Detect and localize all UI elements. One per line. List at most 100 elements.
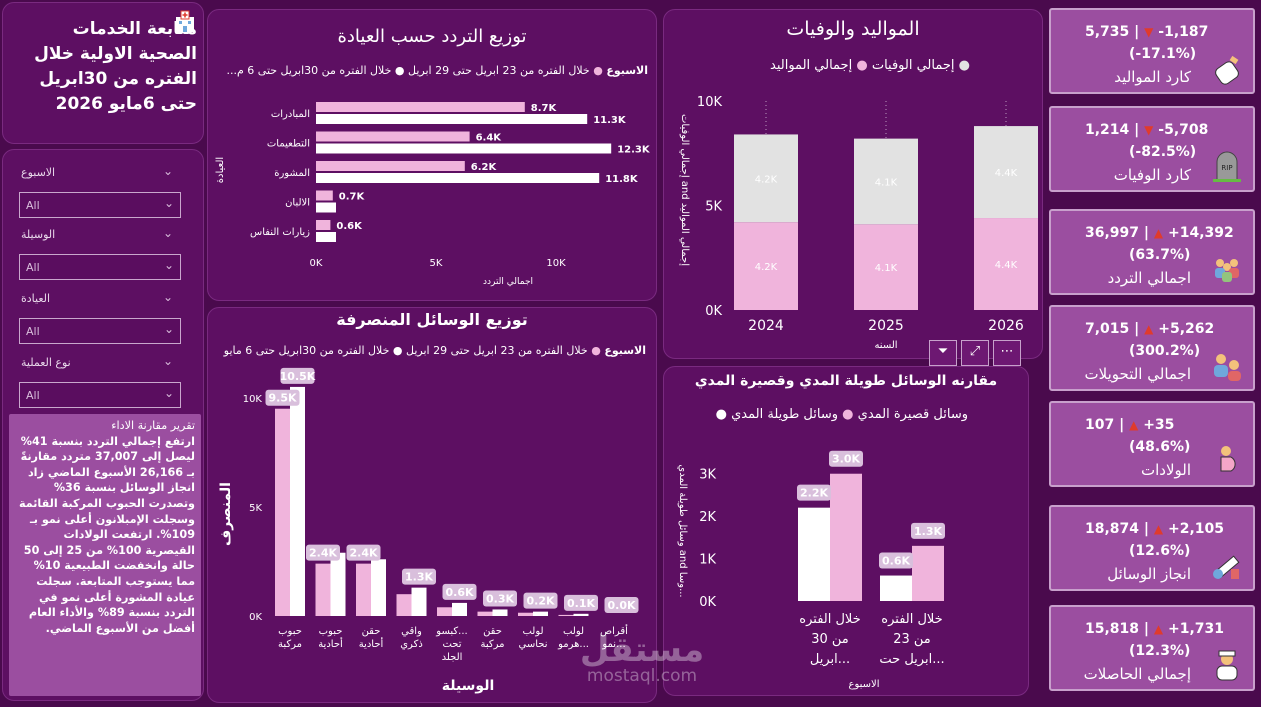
kpi-card: 1,214 | ▼ -5,708 (-82.5%) كارد الوفيات RIP bbox=[1049, 106, 1255, 192]
x-tick-label: نحاسي bbox=[519, 639, 548, 650]
x-tick-label: ابريل حت... bbox=[879, 652, 944, 667]
kpi-percent: (12.6%) bbox=[1129, 543, 1191, 559]
kpi-title: كارد المواليد bbox=[1114, 68, 1191, 86]
x-tick-label: 5K bbox=[430, 258, 443, 269]
data-label: 8.7K bbox=[531, 103, 558, 114]
method-select[interactable]: All ⌄ bbox=[19, 254, 181, 280]
filter-label: نوع العملية bbox=[21, 356, 71, 369]
chevron-down-icon[interactable]: ⌄ bbox=[163, 226, 174, 240]
y-tick-label: 1K bbox=[699, 553, 716, 568]
data-label: 1.3K bbox=[405, 571, 433, 584]
people-icon bbox=[1209, 251, 1245, 287]
chevron-down-icon: ⌄ bbox=[163, 322, 174, 336]
data-label: 6.2K bbox=[471, 162, 498, 173]
y-tick-label: 2K bbox=[699, 510, 716, 525]
kpi-change: +5,262 bbox=[1158, 321, 1215, 337]
kpi-percent: (63.7%) bbox=[1129, 247, 1191, 263]
kpi-title: اجمالي التردد bbox=[1107, 269, 1191, 287]
data-label-bg bbox=[265, 389, 300, 406]
kpi-current: 15,818 | bbox=[1085, 621, 1150, 637]
x-axis-title: الوسيلة bbox=[442, 678, 495, 694]
chart-title: مقارنه الوسائل طويلة المدي وقصيرة المدي bbox=[694, 373, 998, 389]
data-label: 4.2K bbox=[755, 262, 778, 273]
bar-previous-week bbox=[558, 614, 574, 616]
x-tick-label: 2024 bbox=[748, 318, 784, 334]
tombstone-icon: RIP bbox=[1209, 148, 1245, 184]
kpi-title: كارد الوفيات bbox=[1113, 166, 1191, 184]
kpi-percent: (300.2%) bbox=[1129, 343, 1201, 359]
kpi-change: +35 bbox=[1143, 417, 1175, 433]
transfer-icon bbox=[1209, 347, 1245, 383]
kpi-values: 5,735 | ▼ -1,187 bbox=[1085, 24, 1208, 40]
chart-title: توزيع التردد حسب العيادة bbox=[337, 26, 527, 47]
more-options-icon[interactable]: ⋯ bbox=[993, 340, 1021, 366]
bar-deaths bbox=[854, 138, 918, 225]
legend-dot-short: ● bbox=[842, 407, 854, 422]
y-axis-title: المنصرف bbox=[218, 482, 234, 546]
legend-dot-previous: ● bbox=[392, 344, 403, 357]
x-tick-label: حقن bbox=[362, 626, 381, 637]
operation-select[interactable]: All ⌄ bbox=[19, 382, 181, 408]
x-tick-label: لولب bbox=[522, 626, 543, 637]
x-tick-label: أحادية bbox=[359, 637, 384, 650]
category-label: زيارات النفاس bbox=[250, 227, 310, 238]
data-label-bg bbox=[483, 590, 517, 607]
watermark: مستقل mostaql.com bbox=[579, 630, 705, 686]
kpi-title: الولادات bbox=[1140, 461, 1191, 479]
data-label-bg bbox=[306, 544, 340, 561]
long-short-chart-panel: مقارنه الوسائل طويلة المدي وقصيرة المدي … bbox=[663, 366, 1029, 696]
legend-item: إجمالي الوفيات bbox=[871, 58, 955, 73]
bar-current-week bbox=[573, 613, 589, 616]
y-tick-label: 10K bbox=[697, 95, 723, 110]
bar-previous bbox=[316, 114, 588, 124]
focus-mode-icon[interactable]: ⤢ bbox=[961, 340, 989, 366]
chevron-down-icon[interactable]: ⌄ bbox=[163, 290, 174, 304]
kpi-values: 7,015 | ▲ +5,262 bbox=[1085, 321, 1214, 337]
bar-births bbox=[854, 224, 918, 310]
bar-current-week bbox=[371, 559, 386, 616]
report-body: ارتفع إجمالي التردد بنسبة 41% ليصل إلى 3… bbox=[18, 434, 195, 635]
bar-previous-week bbox=[315, 563, 331, 616]
data-label: 0.1K bbox=[567, 597, 595, 610]
kpi-current: 18,874 | bbox=[1085, 521, 1150, 537]
chevron-down-icon[interactable]: ⌄ bbox=[163, 354, 174, 368]
chart-legend: الاسبوع ● خلال الفتره من 23 ابريل حتى 29… bbox=[224, 344, 646, 357]
bar-long-term bbox=[798, 507, 830, 601]
y-tick-label: 0K bbox=[249, 612, 262, 623]
data-label: 0.0K bbox=[607, 599, 635, 612]
data-label: 4.1K bbox=[875, 263, 898, 274]
data-label: 0.6K bbox=[445, 586, 473, 599]
kpi-percent: (12.3%) bbox=[1129, 643, 1191, 659]
y-axis-title: وسائل طويلة المدي and وسا... bbox=[677, 464, 688, 597]
kpi-values: 36,997 | ▲ +14,392 bbox=[1085, 225, 1234, 241]
data-label-bg bbox=[829, 450, 863, 467]
chart-legend: وسائل قصيرة المدي ● وسائل طويلة المدي ● bbox=[716, 407, 968, 422]
data-label: 6.4K bbox=[476, 133, 503, 144]
data-label: 11.3K bbox=[593, 115, 627, 126]
clinic-select[interactable]: All ⌄ bbox=[19, 318, 181, 344]
week-select[interactable]: All ⌄ bbox=[19, 192, 181, 218]
chevron-down-icon: ⌄ bbox=[163, 258, 174, 272]
y-tick-label: 5K bbox=[249, 503, 262, 514]
bar-births bbox=[734, 222, 798, 310]
data-label-bg bbox=[797, 484, 831, 501]
bar-current-week bbox=[411, 587, 427, 616]
page-title: متابعة الخدمات الصحية الاولية خلال الفتر… bbox=[34, 19, 197, 114]
filter-icon[interactable]: ⏷ bbox=[929, 340, 957, 366]
bar-current-week bbox=[290, 386, 305, 616]
data-label: 0.6K bbox=[882, 555, 910, 568]
chevron-down-icon: ⌄ bbox=[163, 386, 174, 400]
category-label: المشورة bbox=[274, 168, 310, 179]
meds-chart: المنصرف الوسيلة 10K5K0Kحبوبمركبةحبوبأحاد… bbox=[218, 367, 639, 694]
arrow-down-icon: ▼ bbox=[1144, 25, 1154, 39]
kpi-title: اجمالي التحويلات bbox=[1084, 365, 1191, 383]
data-label-bg bbox=[604, 597, 639, 613]
data-label: 1.3K bbox=[914, 525, 942, 538]
data-label: 4.4K bbox=[995, 260, 1018, 271]
chevron-down-icon[interactable]: ⌄ bbox=[163, 164, 174, 178]
data-label: 3.0K bbox=[832, 453, 860, 466]
bar-previous bbox=[316, 202, 336, 213]
x-tick-label: 0K bbox=[310, 258, 323, 269]
filter-label: الاسبوع bbox=[21, 166, 56, 179]
kpi-current: 1,214 | bbox=[1085, 122, 1140, 138]
